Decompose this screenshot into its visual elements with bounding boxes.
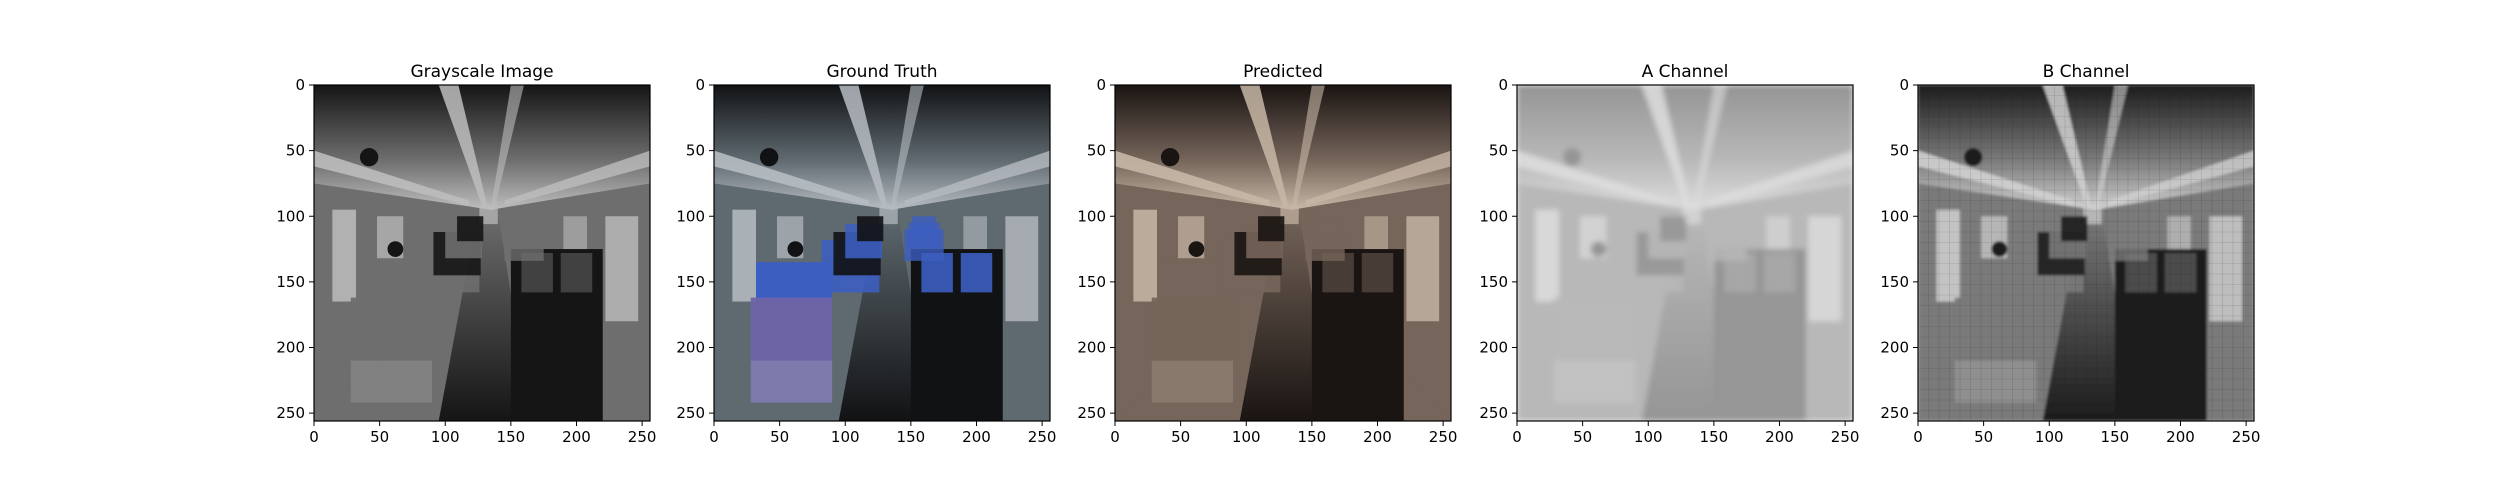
y-tick-label: 200 <box>1880 339 1909 357</box>
x-tick-label: 200 <box>2166 428 2195 446</box>
x-tick-label: 200 <box>962 428 991 446</box>
x-tick-label: 0 <box>1110 428 1120 446</box>
y-tick-label: 250 <box>276 404 305 422</box>
y-tick-label: 150 <box>1077 273 1106 291</box>
subplot-title: Grayscale Image <box>410 62 553 82</box>
y-tick-label: 0 <box>1899 76 1909 94</box>
x-tick-label: 150 <box>897 428 926 446</box>
x-tick-label: 250 <box>1429 428 1458 446</box>
y-tick-label: 100 <box>276 207 305 225</box>
x-tick-label: 250 <box>1831 428 1860 446</box>
x-tick-label: 100 <box>831 428 860 446</box>
y-tick-label: 0 <box>295 76 305 94</box>
subplot-title: Predicted <box>1243 62 1323 82</box>
y-tick-label: 200 <box>276 339 305 357</box>
axes-frame <box>1114 84 1452 422</box>
x-tick-label: 50 <box>1171 428 1190 446</box>
x-tick-label: 0 <box>709 428 719 446</box>
panel-image <box>714 85 1050 421</box>
y-tick-label: 50 <box>286 142 305 160</box>
x-tick-label: 100 <box>1232 428 1261 446</box>
y-tick-label: 150 <box>276 273 305 291</box>
x-tick-label: 250 <box>2232 428 2261 446</box>
x-tick-label: 150 <box>1298 428 1327 446</box>
y-tick-label: 100 <box>1880 207 1909 225</box>
y-tick-label: 50 <box>686 142 705 160</box>
y-tick-label: 0 <box>1498 76 1508 94</box>
x-tick-label: 150 <box>1700 428 1729 446</box>
y-tick-label: 200 <box>676 339 705 357</box>
subplot-title: Ground Truth <box>826 62 937 82</box>
panel-image <box>314 85 650 421</box>
y-tick-label: 150 <box>676 273 705 291</box>
y-tick-label: 100 <box>1479 207 1508 225</box>
x-tick-label: 250 <box>1028 428 1057 446</box>
y-tick-label: 100 <box>1077 207 1106 225</box>
x-tick-label: 200 <box>1765 428 1794 446</box>
x-tick-label: 200 <box>1363 428 1392 446</box>
y-tick-label: 250 <box>676 404 705 422</box>
y-tick-label: 150 <box>1880 273 1909 291</box>
x-tick-label: 50 <box>770 428 789 446</box>
y-tick-label: 50 <box>1489 142 1508 160</box>
subplot-title: B Channel <box>2043 62 2130 82</box>
x-tick-label: 50 <box>1573 428 1592 446</box>
axes-frame <box>1516 84 1854 422</box>
y-tick-label: 50 <box>1087 142 1106 160</box>
x-tick-label: 250 <box>628 428 657 446</box>
x-tick-label: 100 <box>2035 428 2064 446</box>
y-tick-label: 0 <box>695 76 705 94</box>
axes-frame <box>713 84 1051 422</box>
y-tick-label: 100 <box>676 207 705 225</box>
x-tick-label: 0 <box>1913 428 1923 446</box>
x-tick-label: 50 <box>1974 428 1993 446</box>
y-tick-label: 250 <box>1077 404 1106 422</box>
axes-frame <box>313 84 651 422</box>
axes-frame <box>1917 84 2255 422</box>
subplot-title: A Channel <box>1642 62 1729 82</box>
x-tick-label: 100 <box>431 428 460 446</box>
x-tick-label: 150 <box>497 428 526 446</box>
x-tick-label: 0 <box>309 428 319 446</box>
y-tick-label: 250 <box>1479 404 1508 422</box>
x-tick-label: 0 <box>1512 428 1522 446</box>
y-tick-label: 150 <box>1479 273 1508 291</box>
x-tick-label: 100 <box>1634 428 1663 446</box>
panel-image <box>1918 85 2254 421</box>
panel-image <box>1115 85 1451 421</box>
y-tick-label: 200 <box>1077 339 1106 357</box>
x-tick-label: 50 <box>370 428 389 446</box>
y-tick-label: 50 <box>1890 142 1909 160</box>
y-tick-label: 250 <box>1880 404 1909 422</box>
y-tick-label: 0 <box>1096 76 1106 94</box>
x-tick-label: 150 <box>2101 428 2130 446</box>
panel-image <box>1517 85 1853 421</box>
y-tick-label: 200 <box>1479 339 1508 357</box>
x-tick-label: 200 <box>562 428 591 446</box>
